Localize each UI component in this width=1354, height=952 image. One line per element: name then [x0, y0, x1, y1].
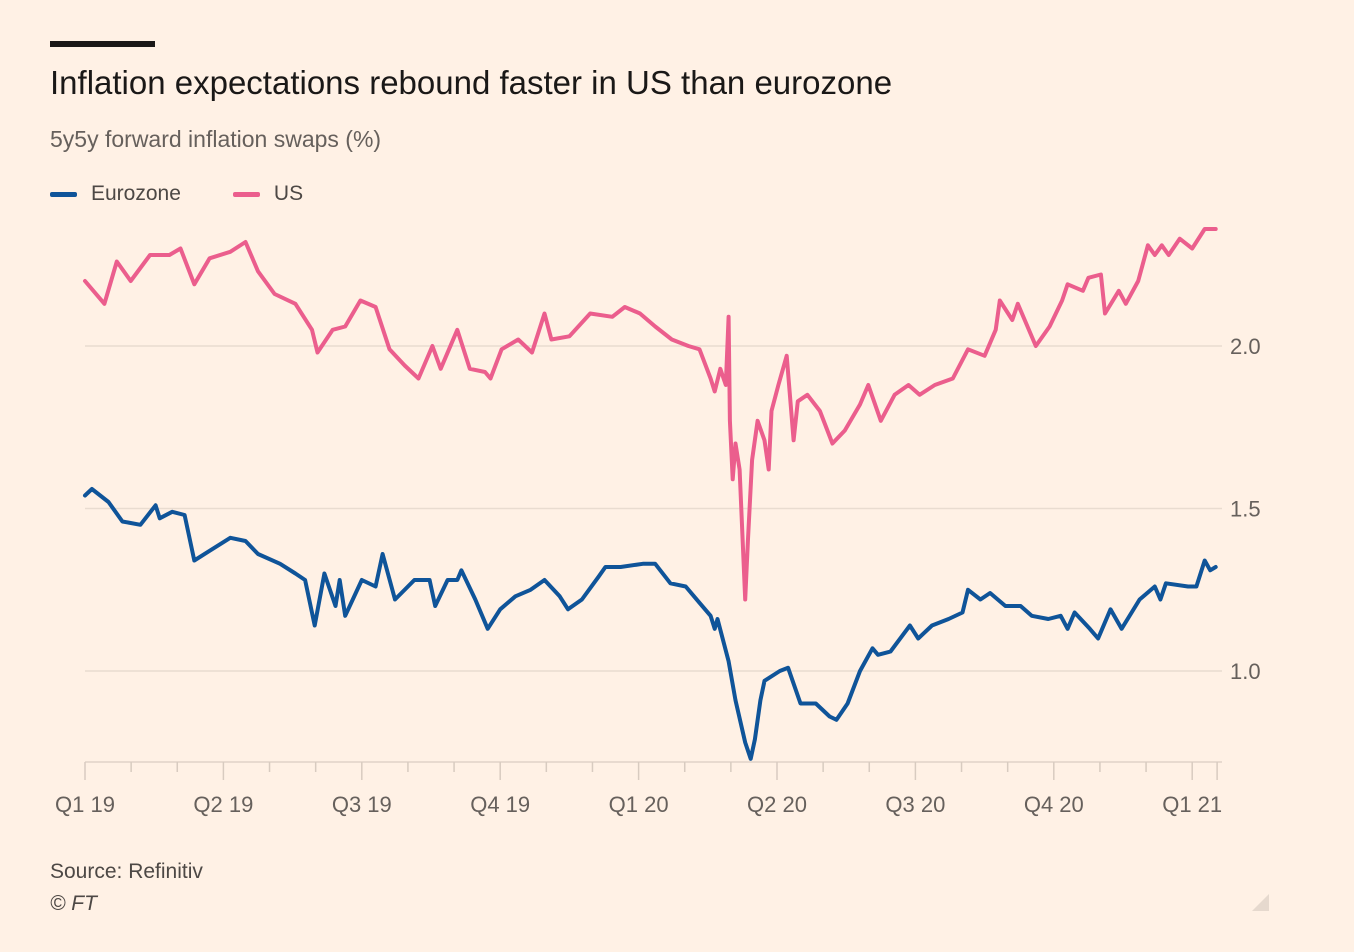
x-tick-label: Q4 19 — [470, 792, 530, 817]
x-tick-label: Q2 20 — [747, 792, 807, 817]
chart-title: Inflation expectations rebound faster in… — [50, 64, 893, 101]
series-line-eurozone — [83, 487, 1218, 761]
x-tick-label: Q1 21 — [1162, 792, 1222, 817]
ft-title-rule — [50, 41, 155, 47]
y-tick-label: 1.0 — [1230, 659, 1261, 684]
x-tick-label: Q2 19 — [193, 792, 253, 817]
chart-subtitle: 5y5y forward inflation swaps (%) — [50, 126, 382, 152]
x-tick-label: Q3 20 — [885, 792, 945, 817]
legend-swatch-us — [232, 191, 260, 197]
legend-item-us: US — [232, 182, 304, 206]
legend-swatch-eurozone — [50, 191, 77, 197]
y-tick-label: 1.5 — [1230, 497, 1261, 522]
x-tick-label: Q3 19 — [332, 792, 392, 817]
source-note: Source: Refinitiv — [50, 860, 203, 883]
legend-label-eurozone: Eurozone — [91, 182, 181, 205]
legend-item-eurozone: Eurozone — [50, 182, 181, 206]
x-tick-label: Q4 20 — [1024, 792, 1084, 817]
y-tick-label: 2.0 — [1230, 334, 1261, 359]
copyright-note: © FT — [50, 892, 97, 915]
resize-corner-icon — [1252, 894, 1269, 911]
x-tick-label: Q1 20 — [609, 792, 669, 817]
series-line-us — [83, 227, 1218, 602]
x-tick-label: Q1 19 — [55, 792, 115, 817]
legend-label-us: US — [273, 182, 304, 205]
legend: Eurozone US — [50, 182, 303, 206]
